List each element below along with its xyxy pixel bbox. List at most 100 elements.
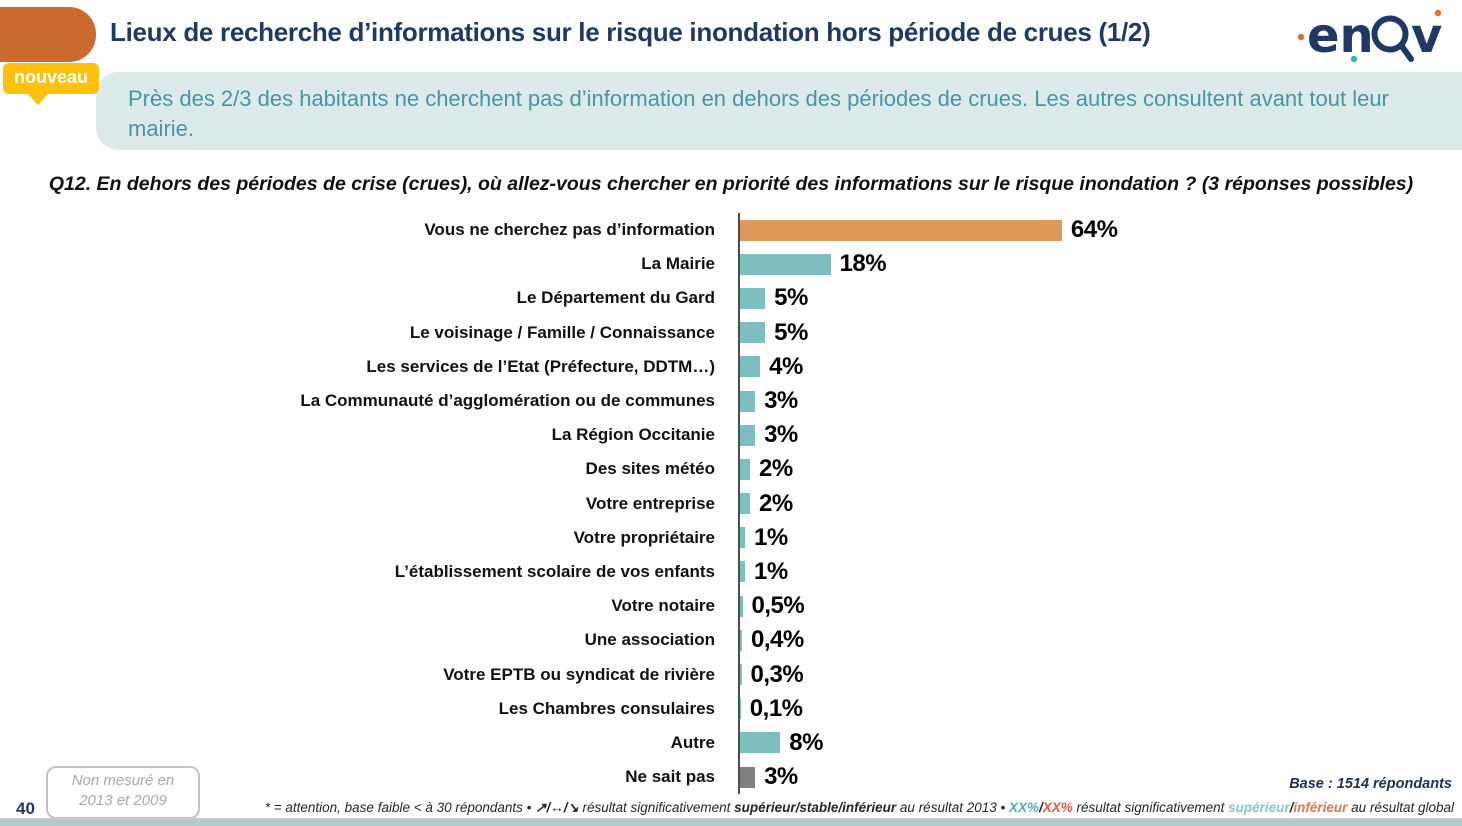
bar xyxy=(740,493,751,515)
value-label: 3% xyxy=(764,421,798,449)
key-insight-banner: Près des 2/3 des habitants ne cherchent … xyxy=(96,72,1462,150)
not-measured-line2: 2013 et 2009 xyxy=(79,792,167,810)
bar xyxy=(740,629,742,651)
bar xyxy=(740,527,746,549)
bar-track: 0,3% xyxy=(738,657,1462,692)
bar-track: 1% xyxy=(738,554,1462,590)
category-label: Des sites météo xyxy=(585,459,715,479)
value-label: 1% xyxy=(754,523,788,551)
legend-segment: résultat significativement xyxy=(1072,800,1229,815)
value-label: 3% xyxy=(764,387,798,415)
value-label: 2% xyxy=(759,455,793,483)
chart-row: Ne sait pas 3% xyxy=(0,760,1462,795)
bar xyxy=(740,424,756,446)
legend-segment: inférieur xyxy=(1293,800,1348,815)
bar xyxy=(740,287,766,309)
category-label: Les services de l’Etat (Préfecture, DDTM… xyxy=(366,356,715,376)
chart-row: Le Département du Gard 5% xyxy=(0,281,1462,316)
bar xyxy=(740,595,743,617)
page-title: Lieux de recherche d’informations sur le… xyxy=(110,17,1151,47)
svg-text:v: v xyxy=(1411,8,1442,64)
chart-row: Autre 8% xyxy=(0,725,1462,760)
not-measured-line1: Non mesuré en xyxy=(71,772,175,789)
chart-row: Votre propriétaire 1% xyxy=(0,520,1462,555)
header-accent-shape xyxy=(0,7,96,62)
category-label: Le Département du Gard xyxy=(516,288,715,308)
page-number: 40 xyxy=(16,799,35,818)
bar-track: 3% xyxy=(738,418,1462,453)
legend-segment: * = attention, base faible < à 30 répond… xyxy=(264,800,536,815)
bar xyxy=(740,698,741,720)
enov-logo: en v xyxy=(1296,6,1448,71)
svg-text:en: en xyxy=(1307,8,1374,64)
chart-row: Une association 0,4% xyxy=(0,623,1462,658)
value-label: 2% xyxy=(759,489,793,517)
chart-row: Votre EPTB ou syndicat de rivière 0,3% xyxy=(0,657,1462,692)
bar-track: 0,4% xyxy=(738,623,1462,658)
legend-segment: / xyxy=(1289,800,1294,815)
legend-segment: résultat significativement xyxy=(578,800,735,815)
legend-segment: / xyxy=(1039,800,1043,815)
value-label: 5% xyxy=(774,284,808,312)
bar xyxy=(740,458,751,480)
chart-row: Le voisinage / Famille / Connaissance 5% xyxy=(0,315,1462,350)
value-label: 3% xyxy=(764,763,798,791)
category-label: Autre xyxy=(670,732,715,752)
category-label: Votre entreprise xyxy=(585,493,715,513)
bar xyxy=(740,664,742,686)
chart-row: La Région Occitanie 3% xyxy=(0,418,1462,453)
bar-track: 8% xyxy=(738,725,1462,760)
bottom-strip xyxy=(0,818,1462,826)
base-note: Base : 1514 répondants xyxy=(1289,776,1452,792)
chart-row: Vous ne cherchez pas d’information 64% xyxy=(0,213,1462,248)
bar xyxy=(740,253,831,275)
chart-row: Des sites météo 2% xyxy=(0,452,1462,487)
category-label: Vous ne cherchez pas d’information xyxy=(424,220,715,240)
category-label: Votre EPTB ou syndicat de rivière xyxy=(443,664,715,684)
bar-track: 5% xyxy=(738,281,1462,316)
chart-row: La Communauté d’agglomération ou de comm… xyxy=(0,383,1462,419)
legend-segment: ↗/↔/↘ xyxy=(535,800,579,815)
bar-track: 64% xyxy=(738,213,1462,248)
category-label: Une association xyxy=(584,630,715,650)
legend-segment: au résultat 2013 • xyxy=(896,800,1009,815)
chart-row: Les services de l’Etat (Préfecture, DDTM… xyxy=(0,349,1462,384)
bar xyxy=(740,356,761,378)
legend-segment: XX% xyxy=(1008,800,1039,815)
enov-logo-icon: en v xyxy=(1297,8,1442,64)
category-label: Les Chambres consulaires xyxy=(498,698,715,718)
bar-track: 4% xyxy=(738,349,1462,384)
category-label: L’établissement scolaire de vos enfants xyxy=(394,561,715,581)
bar-track: 0,1% xyxy=(738,691,1462,726)
category-label: La Communauté d’agglomération ou de comm… xyxy=(300,391,715,411)
bar-track: 3% xyxy=(738,383,1462,419)
bar-track: 18% xyxy=(738,247,1462,282)
bar-track: 0,5% xyxy=(738,589,1462,624)
value-label: 0,1% xyxy=(749,694,803,722)
bar xyxy=(740,732,781,754)
value-label: 0,5% xyxy=(751,592,805,620)
bar-track: 5% xyxy=(738,315,1462,350)
legend-segment: supérieur/stable/inférieur xyxy=(734,800,897,815)
bar xyxy=(740,390,756,412)
category-label: Votre notaire xyxy=(611,596,715,616)
not-measured-note: Non mesuré en 2013 et 2009 xyxy=(46,766,200,819)
value-label: 4% xyxy=(769,352,803,380)
bar xyxy=(740,322,766,344)
legend-segment: supérieur xyxy=(1228,800,1290,815)
bar-track: 1% xyxy=(738,520,1462,555)
bar xyxy=(740,766,756,788)
value-label: 1% xyxy=(754,557,788,585)
category-label: La Mairie xyxy=(641,254,715,274)
chart-row: La Mairie 18% xyxy=(0,247,1462,282)
value-label: 0,3% xyxy=(750,660,804,688)
category-label: La Région Occitanie xyxy=(551,425,715,445)
category-label: Ne sait pas xyxy=(625,767,715,787)
bar-track: 3% xyxy=(738,760,1462,795)
chart-row: Les Chambres consulaires 0,1% xyxy=(0,691,1462,726)
bar xyxy=(740,561,746,583)
bar-chart: Vous ne cherchez pas d’information 64% La … xyxy=(0,213,1462,795)
bar-track: 2% xyxy=(738,486,1462,521)
category-label: Votre propriétaire xyxy=(573,527,715,547)
